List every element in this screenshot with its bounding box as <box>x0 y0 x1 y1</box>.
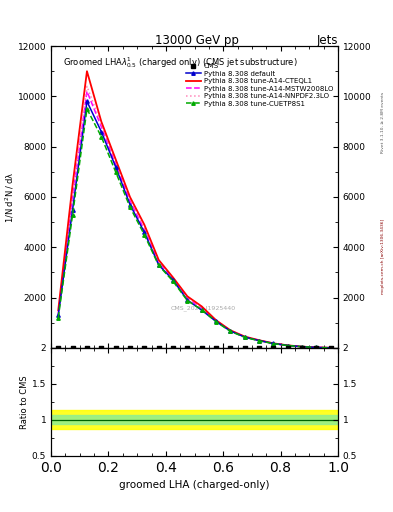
Text: 13000 GeV pp: 13000 GeV pp <box>154 34 239 47</box>
Point <box>127 344 133 352</box>
Point <box>184 344 191 352</box>
Text: CMS_2021_I1925440: CMS_2021_I1925440 <box>171 306 236 311</box>
Point <box>198 344 205 352</box>
Point <box>112 344 119 352</box>
X-axis label: groomed LHA (charged-only): groomed LHA (charged-only) <box>119 480 270 490</box>
Legend: CMS, Pythia 8.308 default, Pythia 8.308 tune-A14-CTEQL1, Pythia 8.308 tune-A14-M: CMS, Pythia 8.308 default, Pythia 8.308 … <box>184 61 334 108</box>
Point <box>227 344 233 352</box>
Point <box>256 344 262 352</box>
Text: Jets: Jets <box>316 34 338 47</box>
Text: mcplots.cern.ch [arXiv:1306.3436]: mcplots.cern.ch [arXiv:1306.3436] <box>381 219 385 293</box>
Point <box>299 344 305 352</box>
Point <box>328 344 334 352</box>
Y-axis label: $\mathrm{1 / N\;d^{2}N\;/\;d\lambda}$: $\mathrm{1 / N\;d^{2}N\;/\;d\lambda}$ <box>4 171 16 223</box>
Text: Rivet 3.1.10, ≥ 2.8M events: Rivet 3.1.10, ≥ 2.8M events <box>381 92 385 154</box>
Point <box>70 344 76 352</box>
Point <box>270 344 277 352</box>
Point <box>84 344 90 352</box>
Point <box>213 344 219 352</box>
Point <box>170 344 176 352</box>
Point <box>156 344 162 352</box>
Point <box>141 344 147 352</box>
Y-axis label: Ratio to CMS: Ratio to CMS <box>20 375 29 429</box>
Point <box>55 344 61 352</box>
Point <box>242 344 248 352</box>
Point <box>285 344 291 352</box>
Text: Groomed LHA$\lambda^{1}_{0.5}$ (charged only) (CMS jet substructure): Groomed LHA$\lambda^{1}_{0.5}$ (charged … <box>62 55 297 70</box>
Point <box>98 344 105 352</box>
Point <box>313 344 320 352</box>
